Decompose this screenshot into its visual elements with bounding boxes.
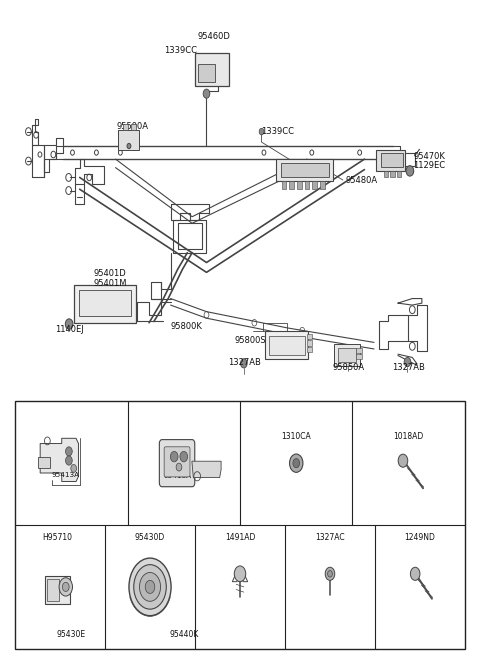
FancyBboxPatch shape [159,440,195,487]
Text: 1129EC: 1129EC [413,161,445,170]
Circle shape [66,447,72,456]
Bar [263,323,287,331]
Bar [195,53,228,86]
Polygon shape [40,438,78,482]
Text: H95710: H95710 [43,533,72,542]
Circle shape [59,578,72,596]
Bar [307,334,312,339]
Circle shape [140,573,160,602]
Circle shape [62,583,69,592]
Text: 95413A: 95413A [163,473,192,479]
Text: 1327AB: 1327AB [228,358,261,367]
Bar [289,181,294,189]
Text: 1327AC: 1327AC [315,533,345,542]
Text: 95800S: 95800S [235,336,266,345]
Circle shape [404,358,411,367]
Bar [38,457,50,468]
Bar [307,347,312,352]
Bar [305,181,310,189]
Text: 95401D: 95401D [94,269,126,278]
Bar [337,348,356,362]
Bar [265,331,309,359]
Circle shape [129,558,171,616]
Bar [198,64,215,82]
Circle shape [259,129,264,135]
Bar [281,163,328,177]
Bar [356,354,361,359]
Circle shape [234,566,246,582]
Bar [74,285,136,323]
Bar [384,171,388,177]
Text: 95401M: 95401M [93,279,127,288]
Text: 1018AD: 1018AD [394,432,424,441]
Circle shape [180,451,188,462]
Bar [47,579,59,602]
Bar [334,344,360,366]
Text: 1339CC: 1339CC [164,46,197,55]
Bar [119,131,140,150]
Circle shape [327,571,332,577]
Circle shape [203,89,210,98]
Bar [15,401,465,649]
FancyBboxPatch shape [164,447,190,477]
Circle shape [406,166,414,176]
Bar [356,348,361,353]
Polygon shape [192,461,221,478]
Circle shape [170,451,178,462]
Bar [397,171,401,177]
Circle shape [289,454,303,472]
Bar [79,290,132,316]
Bar [123,124,128,131]
Bar [131,124,136,131]
Bar [307,340,312,346]
Text: 95470K: 95470K [413,152,445,161]
Text: 95500A: 95500A [116,122,148,131]
Text: 1491AD: 1491AD [225,533,255,542]
Circle shape [176,463,182,471]
Bar [276,159,333,181]
Text: 1140EJ: 1140EJ [55,325,84,335]
Circle shape [71,464,76,472]
Circle shape [410,567,420,581]
Circle shape [398,454,408,467]
Text: 95430D: 95430D [135,533,165,542]
Circle shape [66,456,72,465]
Text: 95800K: 95800K [170,321,203,331]
Bar [297,181,302,189]
Bar [312,181,317,189]
Circle shape [134,565,166,609]
Circle shape [65,319,73,329]
Text: 95850A: 95850A [332,363,364,372]
Bar [320,181,324,189]
Text: 1310CA: 1310CA [281,432,311,441]
Text: 1327AB: 1327AB [392,363,425,372]
Text: 1339CC: 1339CC [262,127,295,136]
Text: 1249ND: 1249ND [405,533,435,542]
Text: 95460D: 95460D [197,32,230,41]
Text: 95440K: 95440K [169,630,198,639]
Circle shape [293,459,300,468]
Text: 95430E: 95430E [57,630,86,639]
Bar [282,181,287,189]
Circle shape [240,359,247,368]
Circle shape [127,144,131,149]
Bar [269,336,305,356]
Bar [45,577,70,604]
Circle shape [145,581,155,594]
Bar [376,150,405,171]
Text: 95413A: 95413A [52,472,80,478]
Bar [381,153,403,167]
Circle shape [325,567,335,581]
Text: 95480A: 95480A [345,176,377,184]
Bar [390,171,395,177]
